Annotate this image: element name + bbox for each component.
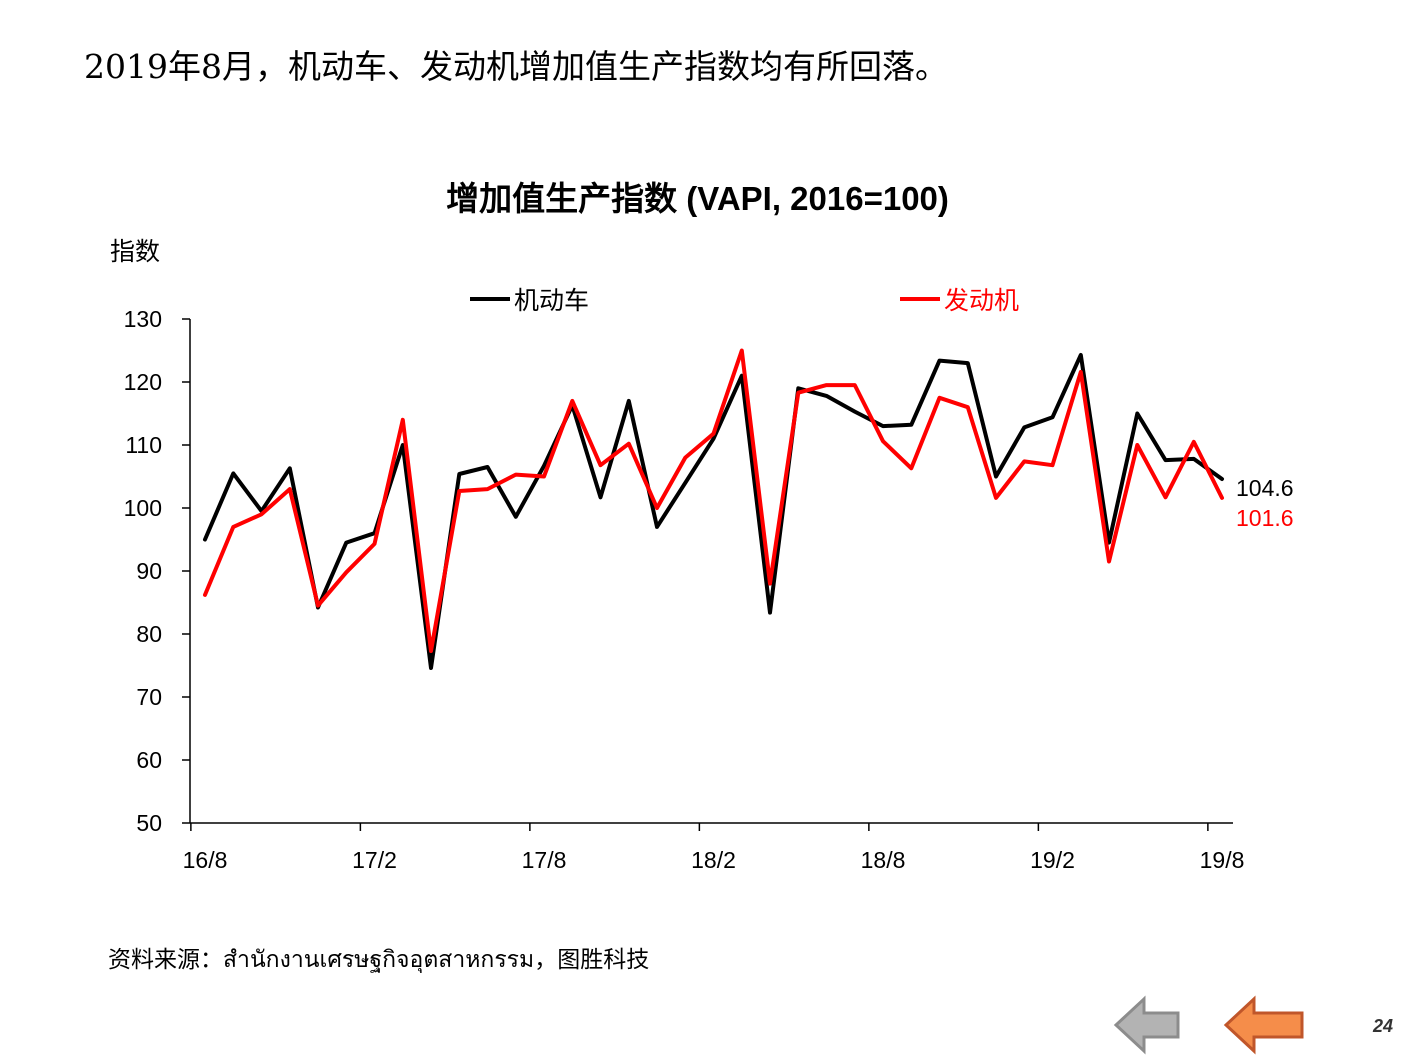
series-line-2 <box>203 348 1224 653</box>
y-tick-label: 60 <box>136 747 162 773</box>
x-tick-label: 19/2 <box>1030 847 1075 873</box>
x-tick-label: 17/8 <box>522 847 567 873</box>
y-tick-label: 50 <box>136 810 162 836</box>
y-axis-label: 指数 <box>110 238 161 266</box>
legend-swatch-series-1 <box>470 297 510 301</box>
legend-label-series-1: 机动车 <box>514 287 590 315</box>
y-tick-label: 130 <box>124 306 162 332</box>
end-value-label-series-1: 104.6 <box>1236 475 1294 501</box>
y-tick-label: 70 <box>136 684 162 710</box>
legend-item-series-1: 机动车 <box>470 281 589 317</box>
end-value-label-series-2: 101.6 <box>1236 505 1294 531</box>
y-tick-label: 90 <box>136 558 162 584</box>
y-tick-label: 120 <box>124 369 162 395</box>
legend-item-series-2: 发动机 <box>900 281 1019 317</box>
x-tick-label: 18/8 <box>861 847 906 873</box>
prev-arrow-icon[interactable] <box>1112 995 1182 1055</box>
page-number: 24 <box>1372 1016 1393 1036</box>
series-line-1 <box>203 352 1224 670</box>
chart-title: 增加值生产指数 (VAPI, 2016=100) <box>446 180 949 217</box>
x-tick-label: 16/8 <box>183 847 228 873</box>
headline: 2019年8月，机动车、发动机增加值生产指数均有所回落。 <box>84 47 948 86</box>
x-tick-label: 19/8 <box>1200 847 1245 873</box>
y-tick-label: 100 <box>124 495 162 521</box>
x-tick-label: 18/2 <box>691 847 736 873</box>
next-arrow-icon[interactable] <box>1222 995 1306 1055</box>
legend-swatch-series-2 <box>900 297 940 301</box>
y-tick-label: 80 <box>136 621 162 647</box>
source-note: 资料来源：สำนักงานเศรษฐกิจอุตสาหกรรม，图胜科技 <box>108 946 650 972</box>
y-tick-label: 110 <box>125 432 162 458</box>
legend-label-series-2: 发动机 <box>944 287 1020 315</box>
x-tick-label: 17/2 <box>352 847 397 873</box>
